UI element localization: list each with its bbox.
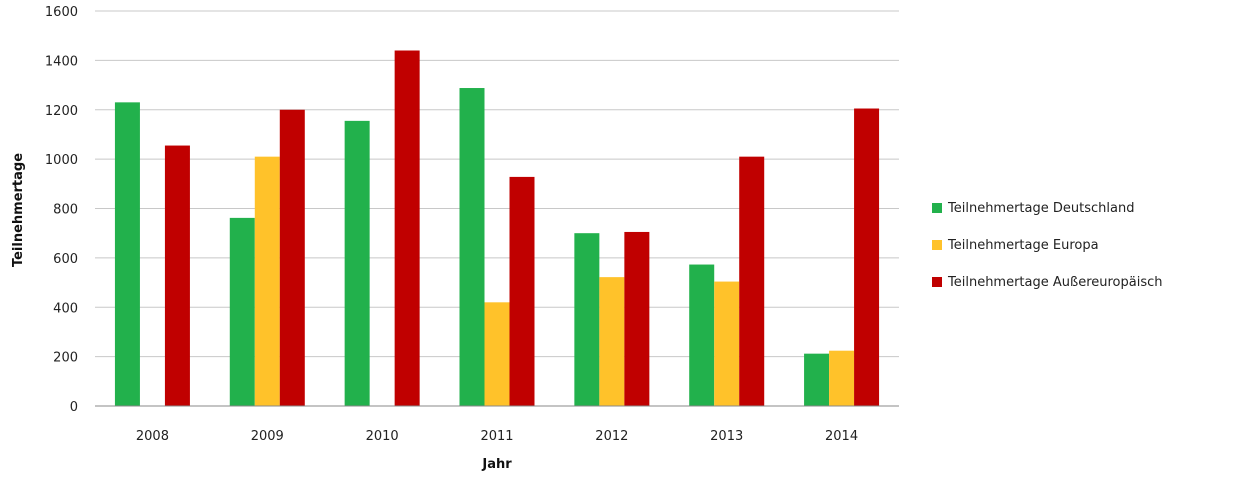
bar [114, 102, 140, 406]
legend: Teilnehmertage Deutschland Teilnehmertag… [932, 198, 1163, 309]
x-tick-label: 2010 [366, 429, 399, 444]
bar [624, 231, 650, 406]
bar [394, 50, 420, 406]
legend-swatch-deutschland [932, 203, 942, 213]
bar [459, 88, 485, 407]
x-tick-label: 2013 [710, 429, 743, 444]
x-tick-label: 2011 [480, 429, 513, 444]
legend-label-deutschland: Teilnehmertage Deutschland [948, 200, 1135, 216]
x-tick-label: 2014 [825, 429, 858, 444]
y-tick-label: 1400 [45, 54, 78, 69]
bar [279, 109, 305, 406]
legend-label-aussereuropaeisch: Teilnehmertage Außereuropäisch [948, 274, 1163, 290]
bar [829, 350, 855, 406]
x-tick-label: 2008 [136, 429, 169, 444]
bar [854, 108, 880, 406]
bar [229, 217, 255, 406]
y-tick-label: 600 [53, 252, 78, 267]
bar [344, 120, 370, 406]
x-tick-labels: 2008 2009 2010 2011 2012 2013 2014 [136, 429, 858, 444]
bar [599, 277, 625, 406]
y-tick-label: 400 [53, 301, 78, 316]
bar [739, 156, 765, 406]
bar [714, 281, 740, 406]
y-tick-label: 200 [53, 351, 78, 366]
x-axis-title: Jahr [481, 457, 512, 472]
gridlines [95, 10, 899, 358]
y-tick-labels: 0 200 400 600 800 1000 1200 1400 1600 [45, 5, 78, 415]
legend-item-deutschland: Teilnehmertage Deutschland [932, 198, 1163, 218]
legend-item-europa: Teilnehmertage Europa [932, 235, 1163, 255]
bar [509, 176, 535, 406]
x-tick-label: 2009 [251, 429, 284, 444]
legend-label-europa: Teilnehmertage Europa [948, 237, 1099, 253]
y-tick-label: 1000 [45, 153, 78, 168]
bar [164, 145, 190, 406]
legend-swatch-aussereuropaeisch [932, 277, 942, 287]
y-tick-label: 1600 [45, 5, 78, 20]
bar [254, 156, 280, 406]
x-tick-label: 2012 [595, 429, 628, 444]
y-tick-label: 800 [53, 203, 78, 218]
legend-swatch-europa [932, 240, 942, 250]
y-tick-label: 1200 [45, 104, 78, 119]
y-tick-label: 0 [70, 400, 78, 415]
bar [689, 264, 715, 406]
legend-item-aussereuropaeisch: Teilnehmertage Außereuropäisch [932, 272, 1163, 292]
bar [484, 302, 510, 406]
y-axis-title: Teilnehmertage [11, 153, 26, 267]
bars [114, 50, 880, 407]
bar [574, 233, 600, 406]
bar [804, 353, 830, 406]
